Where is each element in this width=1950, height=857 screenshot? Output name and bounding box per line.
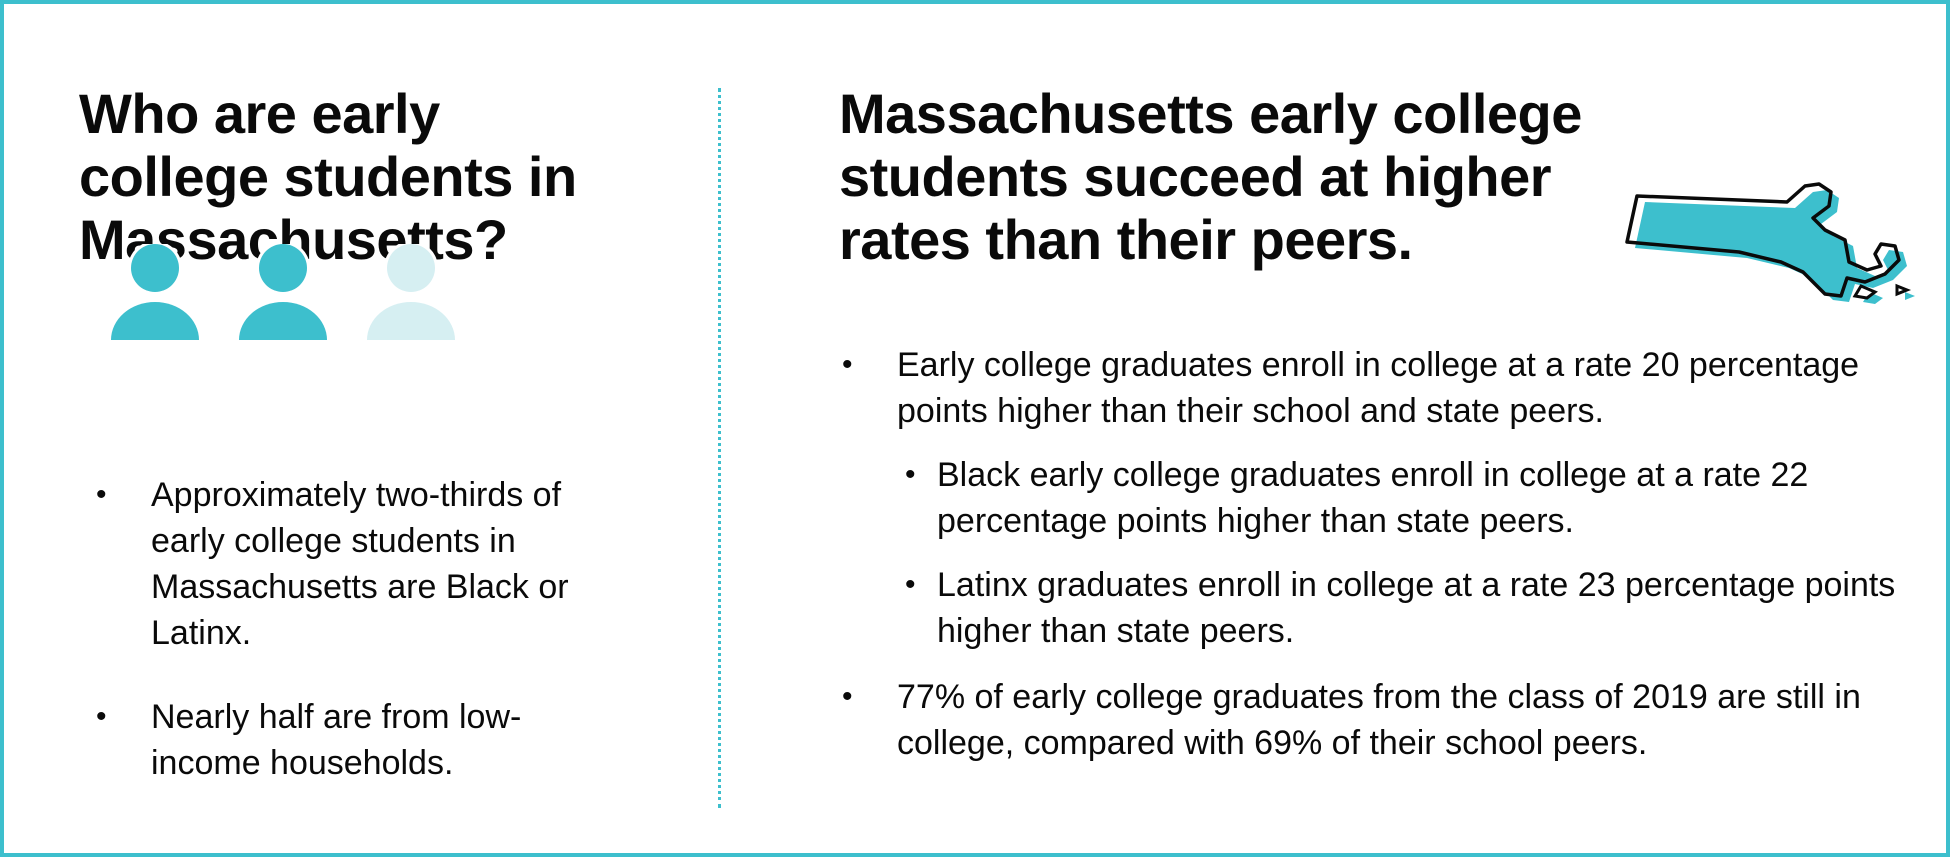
right-heading-line: rates than their peers.: [839, 208, 1413, 271]
right-panel: Massachusetts early college students suc…: [839, 82, 1699, 271]
left-bullet-item: Nearly half are from low-income househol…: [96, 694, 621, 786]
right-sub-item: Latinx graduates enroll in college at a …: [905, 562, 1897, 654]
right-heading-line: Massachusetts early college: [839, 82, 1582, 145]
right-bullet-item: 77% of early college graduates from the …: [842, 674, 1897, 766]
person-icon: [235, 244, 331, 340]
person-icon: [363, 244, 459, 340]
right-bullet-text: Early college graduates enroll in colleg…: [897, 346, 1860, 430]
left-bullet-item: Approximately two-thirds of early colleg…: [96, 472, 621, 656]
right-sub-item: Black early college graduates enroll in …: [905, 452, 1897, 544]
left-heading-line: college students in: [79, 145, 577, 208]
left-bullet-list: Approximately two-thirds of early colleg…: [96, 472, 621, 824]
massachusetts-map-icon: [1609, 174, 1919, 354]
left-heading: Who are early college students in Massac…: [79, 82, 639, 271]
right-sub-list: Black early college graduates enroll in …: [897, 452, 1897, 654]
person-icon: [107, 244, 203, 340]
left-panel: Who are early college students in Massac…: [79, 82, 639, 271]
right-bullet-item: Early college graduates enroll in colleg…: [842, 342, 1897, 654]
people-icons: [107, 244, 487, 344]
right-bullet-text: 77% of early college graduates from the …: [897, 678, 1861, 762]
right-heading-line: students succeed at higher: [839, 145, 1552, 208]
left-heading-line: Who are early: [79, 82, 440, 145]
column-divider: [718, 88, 721, 808]
right-bullet-list: Early college graduates enroll in colleg…: [842, 342, 1897, 786]
right-heading: Massachusetts early college students suc…: [839, 82, 1699, 271]
